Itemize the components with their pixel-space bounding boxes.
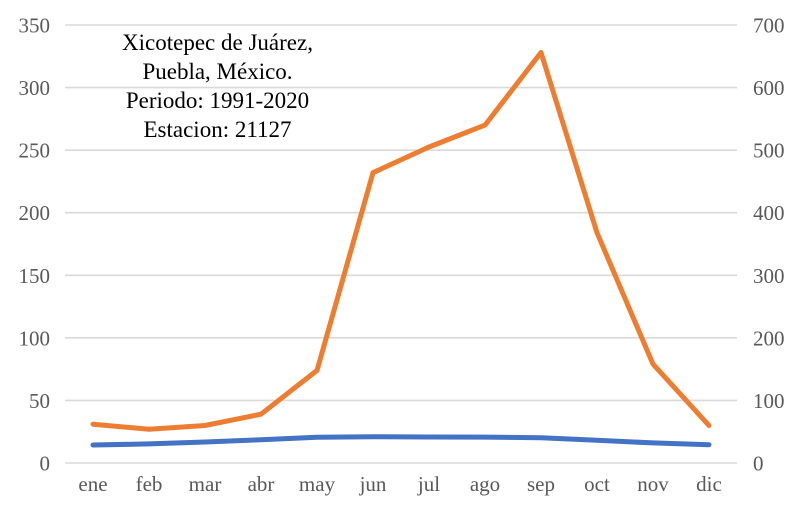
left-axis-tick-label: 350 <box>19 14 51 38</box>
x-axis-month-label: may <box>299 472 336 496</box>
temperature-left-axis-line <box>90 434 712 448</box>
left-axis-tick-label: 300 <box>19 76 51 100</box>
x-axis-month-label: mar <box>189 472 222 496</box>
right-axis-tick-label: 500 <box>753 139 785 163</box>
right-axis-tick-label: 700 <box>753 14 785 38</box>
x-axis-month-label: sep <box>527 472 555 496</box>
left-axis-tick-label: 200 <box>19 201 51 225</box>
chart-title-location-line: Xicotepec de Juárez, <box>122 30 313 55</box>
x-axis-month-label: nov <box>637 472 669 496</box>
right-axis-tick-label: 0 <box>753 452 764 476</box>
x-axis-month-label: abr <box>248 472 275 496</box>
chart-title-state-line: Puebla, México. <box>142 59 293 84</box>
x-axis-month-label: feb <box>136 472 163 496</box>
left-axis-tick-label: 250 <box>19 139 51 163</box>
left-axis-tick-label: 100 <box>19 326 51 350</box>
right-axis-tick-label: 400 <box>753 201 785 225</box>
chart-title-station-line: Estacion: 21127 <box>143 117 292 142</box>
right-axis-tick-label: 100 <box>753 389 785 413</box>
right-axis-tick-label: 600 <box>753 76 785 100</box>
right-axis-tick-label: 200 <box>753 326 785 350</box>
x-axis-month-label: jun <box>359 472 387 496</box>
right-axis-tick-label: 300 <box>753 264 785 288</box>
left-axis-tick-label: 150 <box>19 264 51 288</box>
chart-title-block: Xicotepec de Juárez, Puebla, México. Per… <box>90 28 345 144</box>
x-axis-month-label: oct <box>584 472 610 496</box>
left-axis-tick-label: 0 <box>40 452 51 476</box>
x-axis-month-label: ago <box>470 472 500 496</box>
left-axis-tick-label: 50 <box>29 389 50 413</box>
x-axis-month-label: jul <box>417 472 440 496</box>
x-axis-month-label: ene <box>78 472 107 496</box>
precipitation-right-axis-line <box>90 50 712 432</box>
chart-title-period-line: Periodo: 1991-2020 <box>125 88 310 113</box>
x-axis-month-label: dic <box>696 472 722 496</box>
